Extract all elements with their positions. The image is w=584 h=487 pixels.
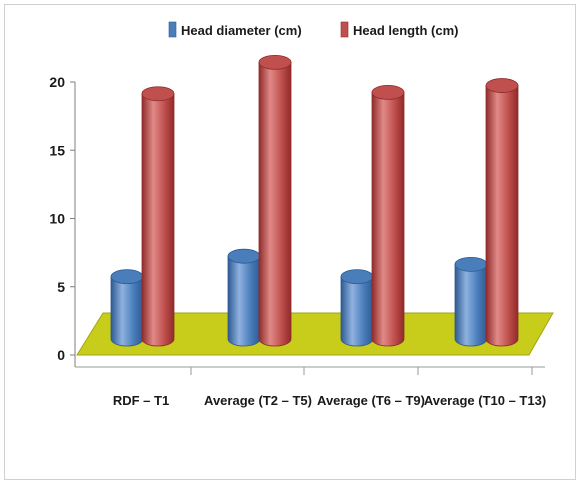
y-tick-label: 20	[49, 74, 65, 90]
x-category-label: Average (T10 – T13)	[424, 393, 546, 408]
y-tick-label: 0	[57, 347, 65, 363]
bar-head-diameter-cm-average-t6-t9	[340, 269, 374, 347]
x-category-label: RDF – T1	[113, 393, 169, 408]
chart-floor	[76, 312, 554, 356]
bar-head-diameter-cm-average-t2-t5	[227, 248, 261, 347]
legend-swatch	[340, 21, 349, 38]
bar-head-length-cm-average-t10-t13	[485, 78, 519, 347]
bar-head-diameter-cm-average-t10-t13	[454, 256, 488, 347]
y-tick-label: 5	[57, 279, 65, 295]
x-category-label: Average (T2 – T5)	[204, 393, 312, 408]
legend-item-head-length-cm: Head length (cm)	[340, 21, 458, 38]
legend-label: Head length (cm)	[353, 23, 458, 38]
legend-label: Head diameter (cm)	[181, 23, 302, 38]
y-tick-label: 10	[49, 211, 65, 227]
legend-item-head-diameter-cm: Head diameter (cm)	[168, 21, 302, 38]
legend-swatch	[168, 21, 177, 38]
bar-head-diameter-cm-rdf-t1	[110, 269, 144, 347]
cylinder-bar-chart: 0 5 10 15 20 RDF – T1 Average (T2 – T5) Average…	[49, 21, 554, 408]
chart-frame: 0 5 10 15 20 RDF – T1 Average (T2 – T5) Average…	[4, 4, 576, 480]
bar-head-length-cm-rdf-t1	[141, 86, 175, 347]
bar-head-length-cm-average-t2-t5	[258, 54, 292, 347]
bar-head-length-cm-average-t6-t9	[371, 84, 405, 347]
x-category-label: Average (T6 – T9)	[317, 393, 425, 408]
y-tick-label: 15	[49, 142, 65, 158]
